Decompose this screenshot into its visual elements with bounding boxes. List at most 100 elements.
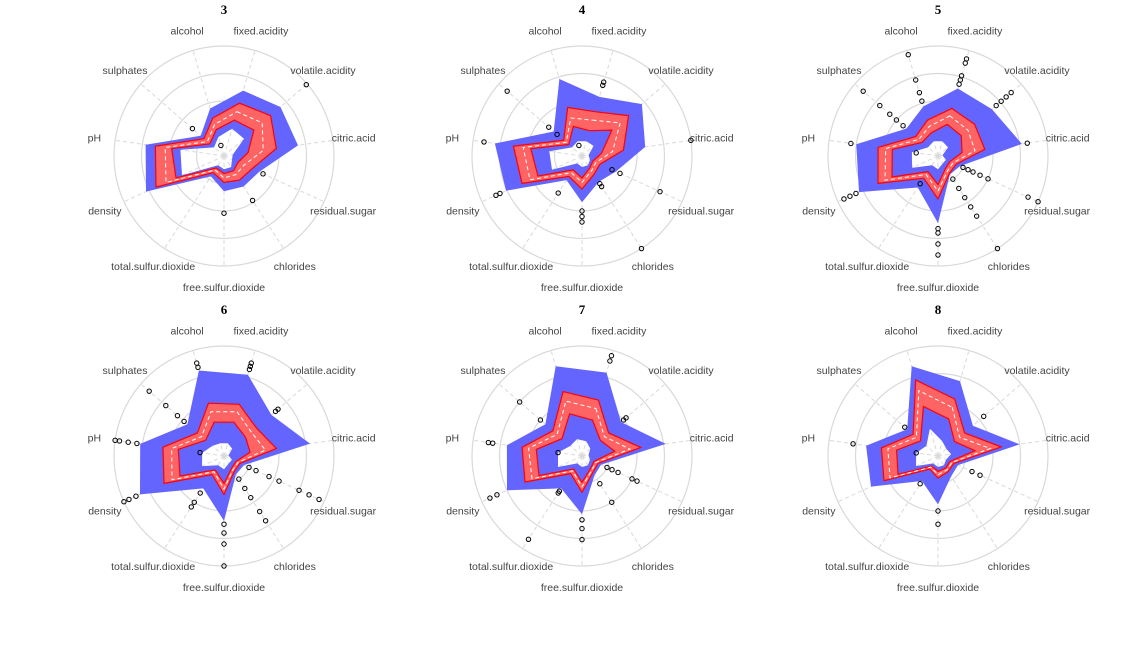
outlier-point [615, 469, 621, 476]
grid-spoke [829, 139, 939, 157]
outlier-point [218, 142, 224, 149]
grid-spoke [123, 155, 225, 203]
outlier-point [900, 123, 906, 129]
axis-label: free.sulfur.dioxide [897, 582, 979, 594]
grid-ring [827, 345, 1049, 567]
grid-spoke [854, 83, 939, 157]
outlier-point [112, 437, 118, 444]
grid-spoke [223, 155, 284, 249]
axis-label: fixed.acidity [947, 25, 1003, 37]
axis-label: citric.acid [690, 132, 734, 144]
grid-spoke [473, 139, 583, 157]
outlier-point [917, 481, 923, 487]
outlier-point [597, 481, 603, 487]
grid-spoke [581, 83, 666, 157]
radar-panel-6: 6 fixed.acidity volatile.acidity citric.aci… [88, 302, 377, 594]
grid-spoke [223, 50, 256, 157]
axis-label: total.sulfur.dioxide [825, 261, 909, 273]
axis-label: total.sulfur.dioxide [111, 261, 195, 273]
grid-spoke [581, 350, 614, 457]
iqr-band [162, 402, 278, 496]
outlier-point [316, 496, 322, 503]
axis-label: pH [802, 132, 815, 144]
grid-spoke [937, 350, 970, 457]
axis-label: volatile.acidity [648, 365, 714, 377]
outlier-point [905, 51, 911, 58]
iqr-band [521, 390, 643, 494]
axis-label: total.sulfur.dioxide [469, 261, 553, 273]
grid-ring [113, 45, 335, 267]
grid-spoke [937, 455, 998, 549]
outlier-point [623, 415, 629, 421]
grid-spoke [937, 139, 1047, 157]
outlier-point [960, 164, 966, 171]
radar-panel-5: 5 fixed.acidity volatile.acidity citric.aci… [802, 2, 1091, 294]
outlier-point [629, 476, 635, 482]
axis-label: pH [88, 432, 101, 444]
axis-label: fixed.acidity [947, 325, 1003, 337]
outlier-point [134, 440, 140, 447]
axis-label: sulphates [103, 65, 148, 77]
radar-panel-7: 7 fixed.acidity volatile.acidity citric.aci… [446, 302, 735, 594]
outlier-point [248, 360, 254, 366]
axis-label: free.sulfur.dioxide [183, 282, 265, 294]
grid-spoke [223, 383, 308, 457]
grid-spoke [837, 155, 939, 203]
axis-label: chlorides [988, 261, 1030, 273]
outlier-point [555, 490, 561, 496]
outlier-point [617, 170, 623, 177]
outlier-point [236, 476, 242, 482]
axis-label: density [446, 505, 480, 517]
axis-label: density [446, 205, 480, 217]
outlier-point [634, 478, 640, 484]
outlier-point [609, 499, 615, 505]
outlier-point [935, 508, 941, 514]
outlier-point [221, 541, 227, 547]
axis-label: fixed.acidity [591, 25, 647, 37]
grid-spoke [937, 155, 998, 249]
outlier-point [516, 399, 523, 405]
grid-ring [471, 45, 693, 267]
outlier-point [197, 490, 203, 496]
grid-spoke [937, 439, 1047, 457]
outlier-point [537, 417, 544, 423]
outlier-point [579, 536, 585, 543]
outlier-point [985, 176, 991, 182]
outlier-point [912, 77, 919, 83]
grid-ring [113, 345, 335, 567]
outlier-point [247, 363, 254, 369]
outlier-point [275, 406, 281, 412]
outlier-point [163, 402, 169, 409]
outlier-point [189, 125, 196, 132]
axis-label: sulphates [103, 365, 148, 377]
outlier-point [525, 536, 532, 542]
iqr-band [512, 106, 630, 190]
outlier-point [249, 197, 256, 204]
outlier-point [1025, 194, 1031, 200]
grid-spoke [522, 455, 583, 549]
axis-label: chlorides [632, 261, 674, 273]
axis-label: sulphates [461, 65, 506, 77]
grid-spoke [837, 455, 939, 503]
median-line [887, 389, 992, 479]
axis-label: density [88, 505, 122, 517]
grid-ring [854, 372, 1022, 540]
axis-label: pH [446, 432, 459, 444]
outlier-point [276, 478, 282, 484]
outlier-point [1035, 198, 1041, 205]
outlier-point [242, 485, 248, 492]
axis-label: sulphates [461, 365, 506, 377]
axis-label: volatile.acidity [1004, 65, 1070, 77]
grid-spoke [498, 83, 583, 157]
outlier-point [504, 88, 510, 94]
outlier-point [487, 495, 493, 501]
outlier-point [969, 468, 975, 475]
whisker-band [506, 366, 666, 515]
median-line [522, 117, 621, 184]
outlier-point [221, 563, 227, 569]
grid-spoke [115, 139, 225, 157]
outlier-point [916, 89, 923, 96]
outlier-point [604, 464, 610, 471]
iqr-band [877, 107, 986, 201]
